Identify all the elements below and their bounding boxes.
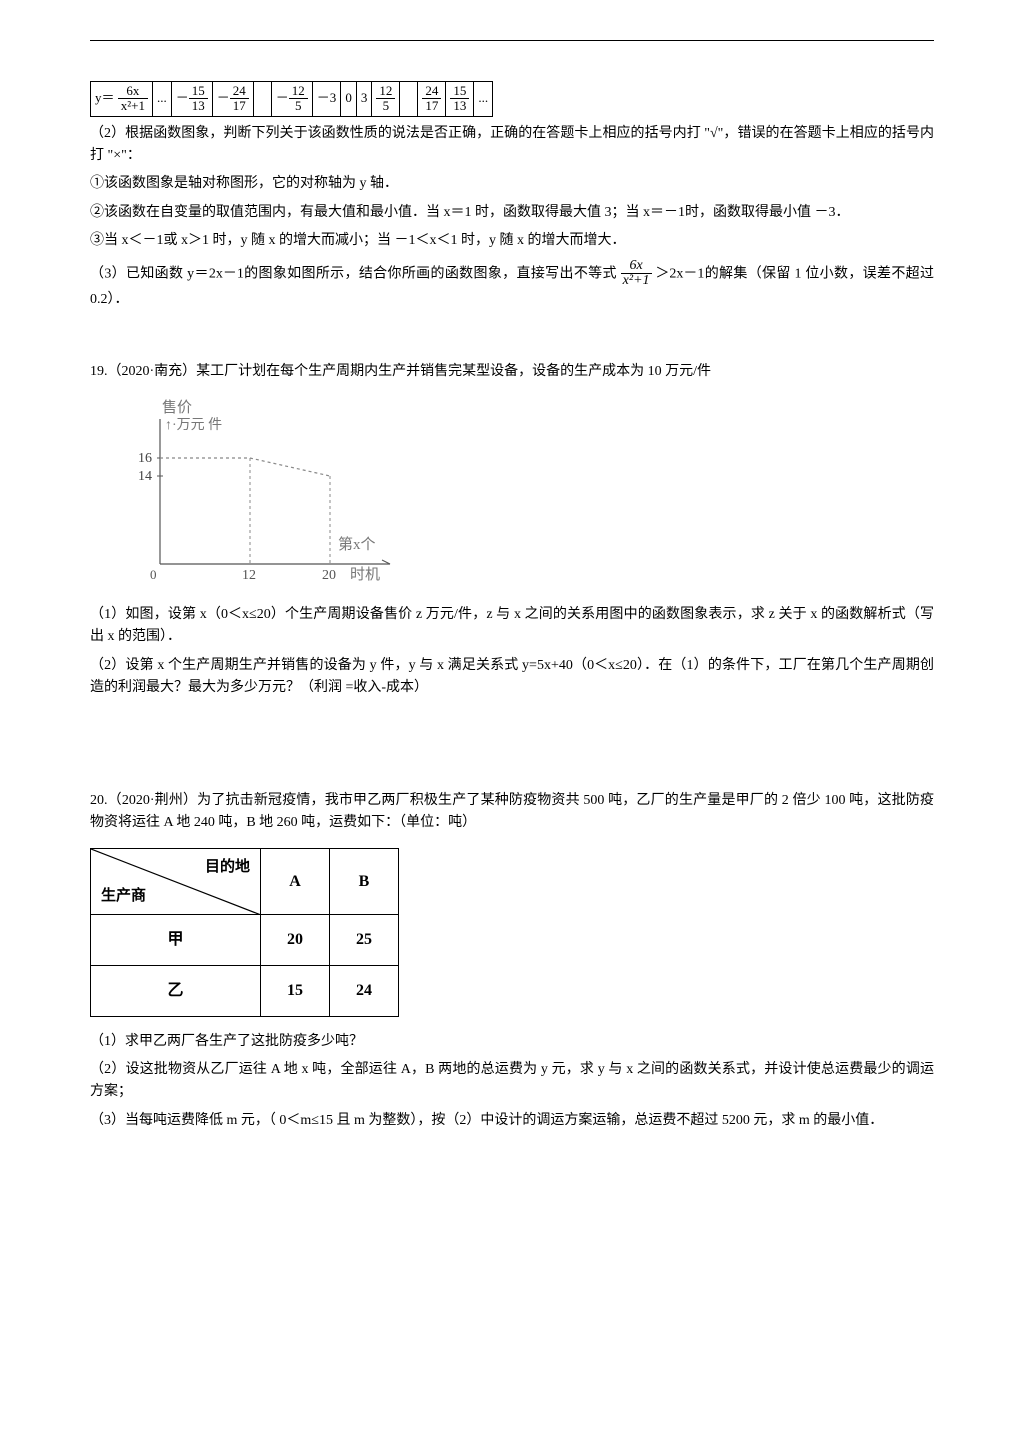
section3: （3）已知函数 y＝2x－1的图象如图所示，结合你所画的函数图象，直接写出不等式…	[90, 259, 934, 312]
q20-header: 20.（2020·荆州）为了抗击新冠疫情，我市甲乙两厂积极生产了某种防疫物资共 …	[90, 790, 934, 835]
table-cell	[400, 82, 418, 117]
table-cell: －2417	[212, 82, 253, 117]
function-values-table: y＝ 6xx²+1 ...－1513－2417－125－303125241715…	[90, 81, 493, 117]
svg-text:时机: 时机	[350, 566, 380, 583]
table-cell	[253, 82, 271, 117]
statement-2: ②该函数在自变量的取值范围内，有最大值和最小值．当 x＝1 时，函数取得最大值 …	[90, 202, 934, 224]
section3-text-a: （3）已知函数 y＝2x－1的图象如图所示，结合你所画的函数图象，直接写出不等式	[90, 266, 621, 281]
table-row: 甲 20 25	[91, 915, 399, 966]
q19-header: 19.（2020·南充）某工厂计划在每个生产周期内生产并销售完某型设备，设备的生…	[90, 361, 934, 383]
svg-text:12: 12	[242, 568, 256, 583]
table-cell: ...	[153, 82, 172, 117]
q19-part2: （2）设第 x 个生产周期生产并销售的设备为 y 件，y 与 x 满足关系式 y…	[90, 655, 934, 700]
svg-text:第x个: 第x个	[338, 535, 376, 553]
svg-text:0: 0	[150, 567, 157, 582]
q20-part1: （1）求甲乙两厂各生产了这批防疫多少吨？	[90, 1031, 934, 1053]
svg-text:20: 20	[322, 568, 336, 583]
svg-text:16: 16	[138, 451, 152, 466]
table-cell: －125	[271, 82, 312, 117]
table-cell: 2417	[418, 82, 446, 117]
table-cell: 0	[341, 82, 357, 117]
statement-1: ①该函数图象是轴对称图形，它的对称轴为 y 轴．	[90, 173, 934, 195]
col-header-a: A	[261, 849, 330, 915]
table-cell: 1513	[446, 82, 474, 117]
shipping-cost-table: 目的地 生产商 A B 甲 20 25 乙 15 24	[90, 848, 399, 1016]
table-row: 乙 15 24	[91, 966, 399, 1017]
q19-chart: 售价 ↑·万元 件 16 14 0 12 20 第x个 时机	[120, 394, 934, 592]
table-cell: －1513	[171, 82, 212, 117]
table-cell: ...	[474, 82, 493, 117]
col-header-b: B	[330, 849, 399, 915]
table-diag-header: 目的地 生产商	[91, 849, 261, 915]
svg-text:↑·万元 件: ↑·万元 件	[165, 417, 222, 433]
y-formula-cell: y＝ 6xx²+1	[91, 82, 153, 117]
svg-text:14: 14	[138, 469, 152, 484]
svg-text:售价: 售价	[162, 399, 192, 416]
table-cell: 3	[356, 82, 372, 117]
table-cell: 125	[372, 82, 400, 117]
q20-part3: （3）当每吨运费降低 m 元，（ 0＜m≤15 且 m 为整数），按（2）中设计…	[90, 1110, 934, 1132]
q19-part1: （1）如图，设第 x（0＜x≤20）个生产周期设备售价 z 万元/件，z 与 x…	[90, 604, 934, 649]
statement-3: ③当 x＜－1或 x＞1 时，y 随 x 的增大而减小；当 －1＜x＜1 时，y…	[90, 230, 934, 252]
page-divider	[90, 40, 934, 41]
table-cell: －3	[312, 82, 341, 117]
section2-intro: （2）根据函数图象，判断下列关于该函数性质的说法是否正确，正确的在答题卡上相应的…	[90, 123, 934, 168]
q20-part2: （2）设这批物资从乙厂运往 A 地 x 吨，全部运往 A，B 两地的总运费为 y…	[90, 1059, 934, 1104]
